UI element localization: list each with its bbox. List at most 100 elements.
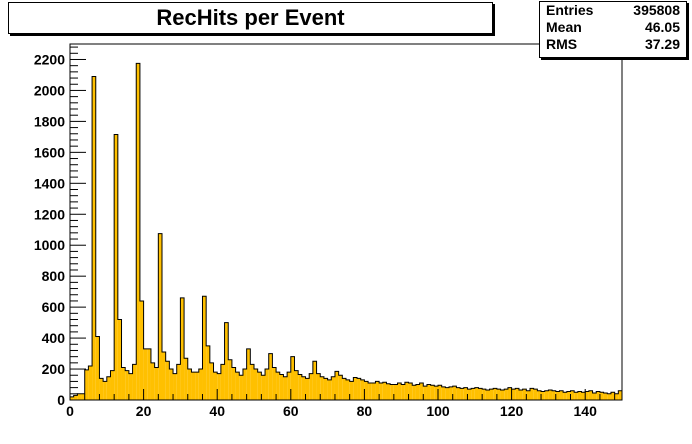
- histogram-bar: [404, 382, 409, 400]
- histogram-bar: [379, 382, 383, 400]
- histogram-bar: [88, 365, 93, 400]
- stats-label: Entries: [546, 2, 594, 18]
- histogram-bar: [180, 297, 185, 400]
- y-tick-label: 600: [42, 299, 66, 315]
- y-tick-label: 1200: [34, 206, 65, 222]
- histogram-bar: [364, 381, 369, 400]
- histogram-bar: [165, 361, 170, 400]
- histogram-bar: [485, 389, 490, 400]
- histogram-bar: [386, 383, 391, 400]
- y-tick-label: 1400: [34, 175, 65, 191]
- histogram-bar: [426, 384, 431, 400]
- histogram-bar: [158, 233, 162, 400]
- histogram-bar: [272, 367, 277, 400]
- histogram-bar: [195, 372, 199, 400]
- histogram-bar: [463, 387, 468, 400]
- x-tick-label: 140: [574, 403, 598, 419]
- histogram-bar: [460, 388, 464, 400]
- histogram-bar: [559, 390, 564, 400]
- stats-row-rms: RMS 37.29: [540, 36, 686, 53]
- chart-title: RecHits per Event: [8, 2, 493, 34]
- histogram-bar: [445, 387, 450, 400]
- stats-label: Mean: [546, 19, 582, 35]
- histogram-bar: [202, 296, 207, 400]
- histogram-bar: [610, 392, 615, 400]
- histogram-bar: [198, 369, 203, 400]
- histogram-bar: [430, 385, 435, 400]
- histogram-bar: [500, 389, 505, 400]
- histogram-bar: [511, 389, 516, 400]
- histogram-bar: [239, 375, 243, 400]
- histogram-bar: [368, 382, 372, 400]
- stats-value: 46.05: [644, 19, 680, 35]
- histogram-bar: [357, 378, 361, 400]
- x-tick-label: 120: [500, 403, 524, 419]
- histogram-bar: [114, 134, 118, 400]
- histogram-bar: [213, 372, 218, 400]
- histogram-bar: [607, 393, 611, 400]
- histogram-bar: [467, 389, 472, 400]
- histogram-bar: [228, 359, 232, 400]
- histogram-bar: [81, 393, 85, 400]
- histogram-bar: [471, 388, 475, 400]
- histogram-bar: [382, 382, 387, 400]
- histogram-outline: [69, 62, 623, 400]
- stats-value: 395808: [633, 2, 680, 18]
- histogram-bar: [541, 391, 545, 400]
- histogram-bar: [287, 372, 291, 400]
- histogram-bar: [533, 389, 538, 400]
- histogram-bar: [121, 367, 126, 400]
- histogram-bar: [290, 356, 295, 400]
- histogram-bar: [99, 378, 104, 400]
- histogram-bar: [592, 393, 597, 400]
- histogram-bar: [106, 376, 111, 400]
- histogram-bar: [438, 385, 442, 400]
- histogram-bar: [77, 393, 82, 400]
- histogram-bar: [507, 387, 512, 400]
- stats-box: Entries 395808 Mean 46.05 RMS 37.29: [539, 1, 687, 58]
- histogram-bars: [69, 62, 623, 401]
- histogram-bar: [456, 387, 461, 400]
- histogram-bar: [162, 352, 166, 400]
- plot-frame: [69, 43, 623, 401]
- histogram-bar: [242, 369, 247, 400]
- histogram-bar: [518, 389, 523, 400]
- y-axis: 0 200 400 600 800 1000 1200 1400 1600 1800 2000 220…: [34, 46, 86, 408]
- histogram-bar: [548, 389, 553, 400]
- histogram-bar: [176, 364, 181, 400]
- histogram-bar: [515, 388, 519, 400]
- histogram-bar: [265, 369, 269, 400]
- histogram-bar: [441, 386, 446, 400]
- histogram-bar: [397, 382, 402, 400]
- histogram-bar: [139, 300, 144, 400]
- histogram-bar: [184, 358, 188, 400]
- y-tick-label: 800: [42, 268, 66, 284]
- histogram-bar: [298, 374, 302, 400]
- histogram-bar: [331, 376, 335, 400]
- histogram-bar: [327, 379, 332, 400]
- stats-row-entries: Entries 395808: [540, 2, 686, 19]
- histogram-bar: [173, 373, 177, 400]
- histogram-bar: [423, 386, 427, 400]
- histogram-bar: [563, 392, 567, 400]
- histogram-bar: [128, 373, 133, 400]
- histogram-bar: [150, 362, 155, 400]
- histogram-bar: [544, 390, 549, 400]
- histogram-bar: [309, 373, 313, 400]
- histogram-bar: [92, 76, 96, 401]
- histogram-bar: [110, 370, 115, 400]
- histogram-bar: [147, 348, 151, 400]
- histogram-bar: [408, 382, 413, 400]
- y-tick-label: 0: [57, 392, 65, 408]
- histogram-bar: [419, 382, 424, 400]
- x-tick-label: 80: [357, 403, 373, 419]
- histogram-bar: [603, 393, 608, 400]
- histogram-bar: [235, 372, 240, 400]
- histogram-bar: [618, 390, 622, 400]
- histogram-bar: [434, 386, 438, 400]
- histogram-bar: [570, 390, 575, 400]
- histogram-bar: [231, 367, 236, 400]
- histogram-bar: [375, 381, 380, 400]
- histogram-bar: [415, 384, 420, 400]
